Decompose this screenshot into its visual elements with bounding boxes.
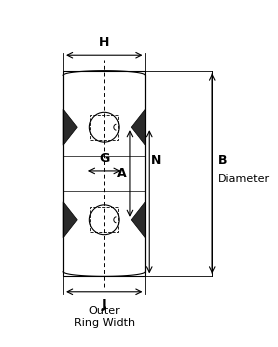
Polygon shape — [131, 109, 145, 145]
Polygon shape — [63, 109, 77, 145]
Text: Diameter: Diameter — [218, 174, 270, 184]
Text: Outer
Ring Width: Outer Ring Width — [74, 306, 135, 328]
Text: N: N — [151, 154, 162, 167]
Text: H: H — [99, 36, 110, 49]
Text: G: G — [99, 152, 109, 165]
Text: B: B — [218, 154, 227, 167]
Polygon shape — [63, 202, 77, 238]
Text: A: A — [117, 167, 127, 180]
Polygon shape — [131, 202, 145, 238]
Text: J: J — [102, 298, 106, 311]
